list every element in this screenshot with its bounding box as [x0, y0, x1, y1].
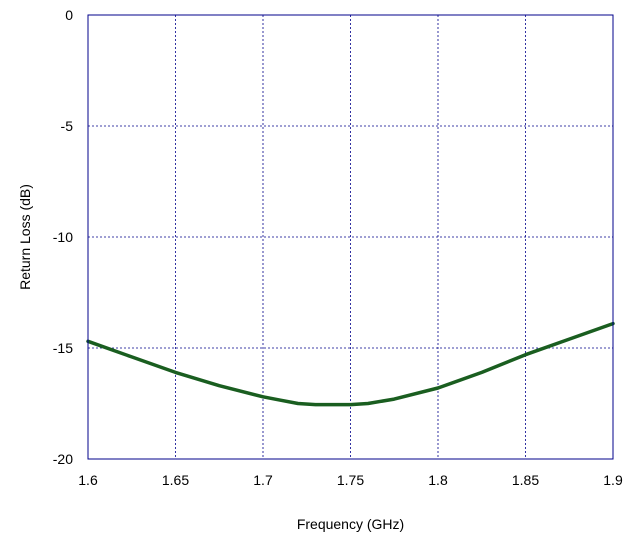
y-tick-label: -15: [53, 340, 73, 356]
x-tick-label: 1.85: [512, 472, 539, 488]
x-tick-label: 1.6: [78, 472, 98, 488]
return-loss-series-line: [86, 321, 615, 407]
x-axis-ticks: 1.6 1.65 1.7 1.75 1.8 1.85 1.9: [78, 472, 623, 488]
y-tick-label: -20: [53, 451, 73, 467]
y-tick-label: -5: [61, 118, 74, 134]
x-tick-label: 1.65: [162, 472, 189, 488]
plot-frame: [87, 14, 614, 460]
y-tick-label: 0: [65, 7, 73, 23]
series-layer: [86, 321, 615, 407]
y-axis-ticks: 0 -5 -10 -15 -20: [53, 7, 73, 467]
x-axis-title: Frequency (GHz): [297, 516, 404, 532]
x-tick-label: 1.75: [337, 472, 364, 488]
x-tick-label: 1.9: [603, 472, 623, 488]
y-axis-title: Return Loss (dB): [17, 184, 33, 290]
x-tick-label: 1.7: [253, 472, 273, 488]
grid-lines: [88, 15, 613, 459]
x-tick-label: 1.8: [428, 472, 448, 488]
y-tick-label: -10: [53, 229, 73, 245]
